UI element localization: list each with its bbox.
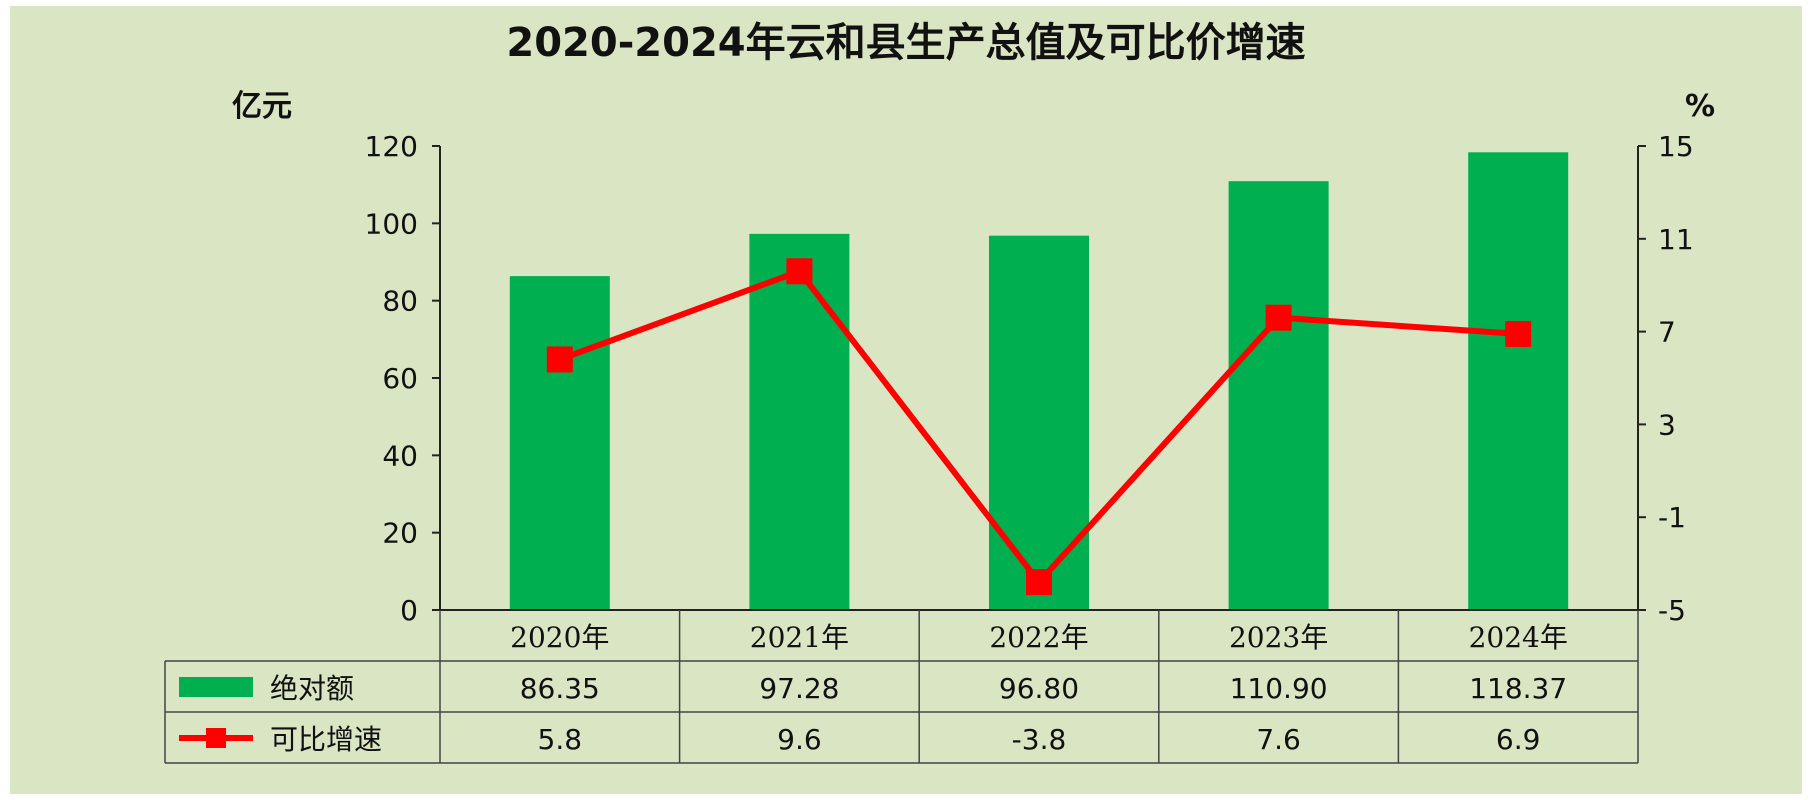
y2-tick-label-5: 15 [1658, 130, 1694, 163]
category-label-3: 2023年 [1229, 621, 1328, 654]
y2-tick-label-4: 11 [1658, 223, 1694, 256]
y2-axis-label: % [1685, 89, 1715, 124]
y-axis-label: 亿元 [232, 89, 292, 124]
legend-line-marker [206, 728, 226, 748]
bar-value-3: 110.90 [1230, 672, 1328, 705]
growth-value-1: 9.6 [777, 723, 822, 756]
y-tick-label-6: 120 [365, 130, 418, 163]
category-label-1: 2021年 [750, 621, 849, 654]
legend-bar-swatch [179, 677, 253, 697]
growth-marker-3 [1265, 304, 1292, 331]
bar-value-1: 97.28 [759, 672, 839, 705]
growth-value-4: 6.9 [1496, 723, 1541, 756]
bar-1 [749, 233, 850, 611]
bar-4 [1468, 152, 1569, 610]
bar-value-2: 96.80 [999, 672, 1079, 705]
y2-tick-label-1: -1 [1658, 501, 1686, 534]
growth-marker-4 [1505, 320, 1532, 347]
chart-title: 2020-2024年云和县生产总值及可比价增速 [506, 20, 1305, 66]
y-tick-label-1: 20 [382, 517, 418, 550]
bar-0 [509, 276, 610, 610]
legend-bar-label: 绝对额 [270, 672, 354, 705]
y2-tick-label-0: -5 [1658, 594, 1686, 627]
growth-marker-1 [786, 258, 813, 285]
y-tick-label-5: 100 [365, 207, 418, 240]
bar-2 [989, 235, 1089, 610]
y-tick-label-3: 60 [382, 362, 418, 395]
bar-3 [1228, 181, 1329, 611]
y-tick-label-2: 40 [382, 439, 418, 472]
y2-tick-label-2: 3 [1658, 408, 1676, 441]
y-tick-label-0: 0 [400, 594, 418, 627]
growth-value-3: 7.6 [1256, 723, 1301, 756]
growth-value-0: 5.8 [538, 723, 583, 756]
growth-marker-2 [1026, 569, 1052, 596]
growth-value-2: -3.8 [1012, 723, 1067, 756]
category-label-2: 2022年 [989, 621, 1088, 654]
category-label-4: 2024年 [1469, 621, 1568, 654]
bar-value-0: 86.35 [520, 672, 600, 705]
category-label-0: 2020年 [510, 621, 609, 654]
legend-line-label: 可比增速 [270, 723, 382, 756]
bar-value-4: 118.37 [1469, 672, 1567, 705]
growth-marker-0 [546, 346, 573, 373]
y-tick-label-4: 80 [382, 285, 418, 318]
y2-tick-label-3: 7 [1658, 316, 1676, 349]
